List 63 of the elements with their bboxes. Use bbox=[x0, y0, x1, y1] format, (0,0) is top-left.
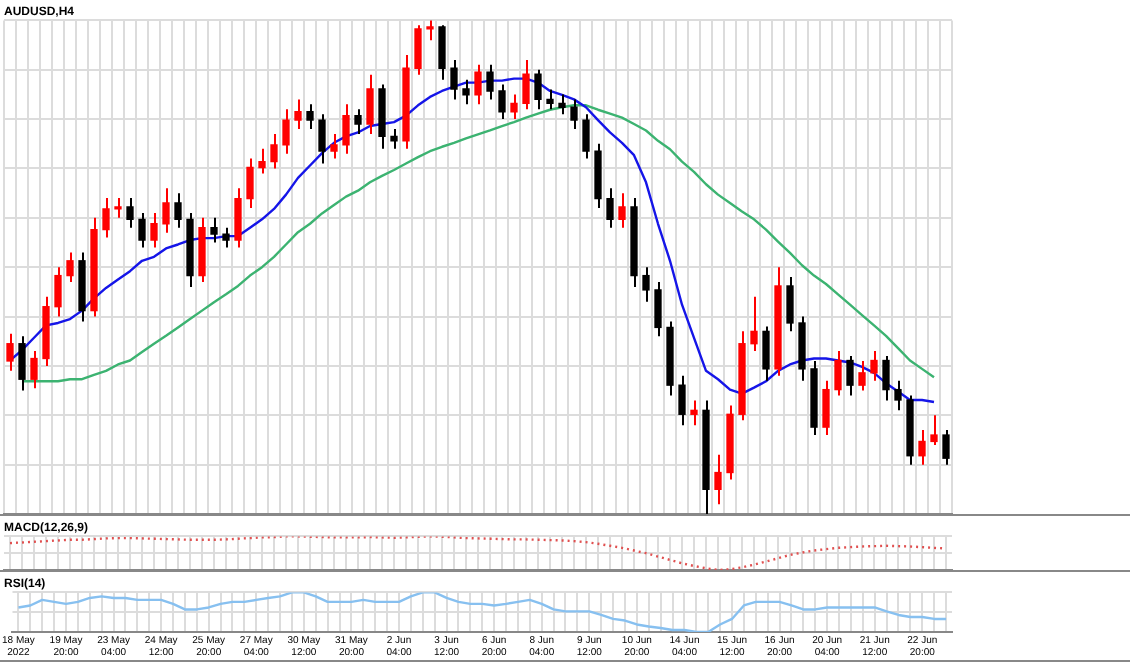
candlestick bbox=[306, 103, 314, 130]
candlestick bbox=[342, 103, 350, 155]
candlestick bbox=[930, 414, 938, 446]
candlestick bbox=[522, 58, 530, 111]
candlestick bbox=[486, 63, 494, 101]
candlestick bbox=[114, 197, 122, 219]
candlestick bbox=[510, 93, 518, 121]
candlestick bbox=[174, 192, 182, 229]
candlestick bbox=[66, 251, 74, 284]
candlestick bbox=[54, 266, 62, 318]
candlestick bbox=[246, 157, 254, 209]
candlestick bbox=[918, 429, 926, 466]
candlestick bbox=[150, 211, 158, 249]
candlestick bbox=[30, 350, 38, 390]
candlestick bbox=[750, 295, 758, 353]
candlestick bbox=[606, 187, 614, 229]
candlestick bbox=[282, 108, 290, 155]
candlestick bbox=[414, 24, 422, 76]
candlestick bbox=[534, 68, 542, 111]
candlestick bbox=[330, 132, 338, 160]
candlestick bbox=[894, 379, 902, 412]
candlestick bbox=[798, 315, 806, 382]
candlestick bbox=[762, 325, 770, 382]
candlestick bbox=[834, 350, 842, 397]
candlestick bbox=[450, 58, 458, 101]
candlestick bbox=[258, 147, 266, 175]
candlestick bbox=[210, 216, 218, 244]
candlestick bbox=[870, 350, 878, 382]
candlestick bbox=[270, 132, 278, 170]
candlestick bbox=[6, 332, 14, 372]
candlestick bbox=[462, 78, 470, 106]
candlestick bbox=[426, 19, 434, 42]
candlestick bbox=[126, 197, 134, 229]
candlestick bbox=[846, 355, 854, 397]
candlestick bbox=[678, 374, 686, 427]
candlestick bbox=[582, 113, 590, 160]
candlestick bbox=[234, 187, 242, 249]
candlestick bbox=[786, 276, 794, 333]
candlestick bbox=[642, 266, 650, 303]
candlestick bbox=[498, 83, 506, 121]
candlestick bbox=[294, 98, 302, 130]
candlestick bbox=[366, 73, 374, 135]
candlestick bbox=[942, 429, 950, 466]
candlestick bbox=[318, 113, 326, 165]
candlestick bbox=[558, 93, 566, 116]
candlestick bbox=[474, 63, 482, 106]
candlestick bbox=[882, 355, 890, 402]
candlestick bbox=[570, 98, 578, 130]
candlestick bbox=[858, 359, 866, 392]
candlestick bbox=[438, 24, 446, 81]
candlestick bbox=[390, 127, 398, 150]
candlestick bbox=[138, 211, 146, 249]
candlestick bbox=[690, 399, 698, 427]
candlestick bbox=[618, 192, 626, 229]
candlestick bbox=[714, 453, 722, 506]
candlestick bbox=[18, 335, 26, 392]
candlestick bbox=[102, 197, 110, 239]
candlestick bbox=[222, 226, 230, 249]
candlestick bbox=[354, 108, 362, 135]
candlestick bbox=[546, 88, 554, 111]
candlestick bbox=[822, 379, 830, 437]
candlestick bbox=[162, 187, 170, 234]
candlestick bbox=[654, 281, 662, 338]
